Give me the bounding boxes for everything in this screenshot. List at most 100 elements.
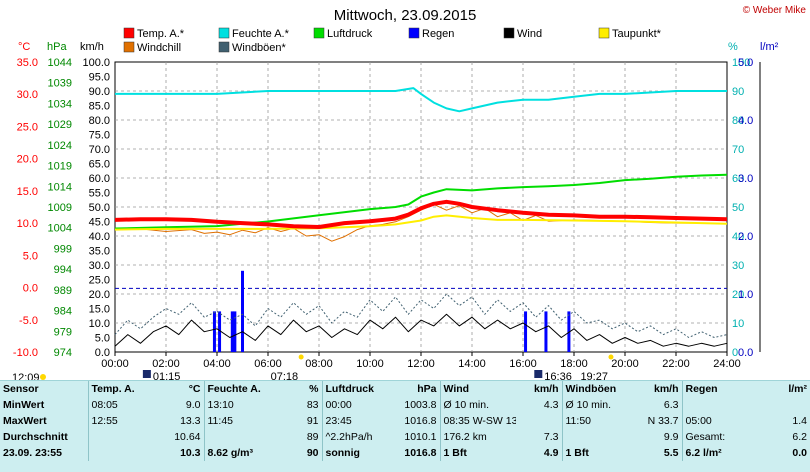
stats-cell: km/h	[653, 383, 679, 395]
stats-cell: 11:45	[203, 413, 270, 429]
legend-swatch	[218, 41, 230, 53]
stats-cell: Feuchte A.	[203, 381, 270, 397]
stats-cell: Luftdruck	[321, 381, 384, 397]
stats-cell: 1003.8	[404, 399, 437, 411]
temp-tick-label: 20.0	[17, 154, 38, 166]
stats-cell: 90	[306, 447, 319, 459]
x-tick-label: 00:00	[101, 358, 129, 370]
moonset-time: 16:36	[544, 371, 572, 380]
rain-tick-label: 4.0	[738, 115, 753, 127]
legend-label: Windböen*	[232, 42, 287, 54]
stats-cell: 6.2	[792, 431, 807, 443]
stats-cell: Ø 10 min.	[439, 397, 516, 413]
hum-tick-label: 60	[732, 173, 744, 185]
temp-tick-label: 10.0	[17, 218, 38, 230]
stats-cell: 4.9	[543, 447, 559, 459]
hum-tick-label: 100	[732, 57, 750, 69]
wind-tick-label: 40.0	[89, 231, 110, 243]
rain-tick-label: 2.0	[738, 231, 753, 243]
wind-tick-label: 75.0	[89, 130, 110, 142]
press-tick-label: 994	[54, 264, 72, 276]
stats-cell	[681, 397, 758, 413]
sunset-time: 19:27	[580, 371, 608, 380]
stats-cell: 08:05	[87, 397, 148, 413]
press-tick-label: 1024	[48, 140, 72, 152]
temp-tick-label: 30.0	[17, 89, 38, 101]
temp-tick-label: 35.0	[17, 57, 38, 69]
stats-cell: 9.0	[185, 399, 201, 411]
stats-cell: 13.3	[180, 415, 201, 427]
stats-cell: 00:00	[321, 397, 384, 413]
rain-tick-label: 0.0	[738, 347, 753, 359]
press-tick-label: 974	[54, 347, 72, 359]
stats-cell: %	[309, 383, 319, 395]
hum-tick-label: 70	[732, 144, 744, 156]
stats-cell: 176.2 km	[439, 429, 516, 445]
temp-tick-label: -10.0	[13, 347, 38, 359]
stats-cell	[203, 429, 270, 445]
wind-tick-label: 70.0	[89, 144, 110, 156]
wind-tick-label: 30.0	[89, 260, 110, 272]
sunrise-icon	[298, 354, 304, 360]
chart-title: Mittwoch, 23.09.2015	[334, 7, 477, 24]
legend-label: Temp. A.*	[137, 28, 185, 40]
series-line-temp-a	[114, 199, 728, 229]
stats-cell: Durchschnitt	[3, 431, 68, 443]
stats-cell: Regen	[681, 381, 758, 397]
rain-bar	[524, 311, 528, 352]
hum-tick-label: 10	[732, 318, 744, 330]
wind-tick-label: 65.0	[89, 159, 110, 171]
legend-swatch	[313, 27, 325, 39]
stats-cell: °C	[188, 383, 201, 395]
stats-cell: 91	[306, 415, 319, 427]
legend-swatch	[503, 27, 515, 39]
stats-cell: N 33.7	[647, 415, 679, 427]
stats-cell: 23:45	[321, 413, 384, 429]
legend-label: Feuchte A.*	[232, 28, 290, 40]
stats-cell: ^2.2hPa/h	[321, 429, 384, 445]
stats-cell: 8.62 g/m³	[203, 445, 270, 461]
hum-tick-label: 90	[732, 86, 744, 98]
wind-tick-label: 10.0	[89, 318, 110, 330]
stats-cell: 83	[306, 399, 319, 411]
press-tick-label: 984	[54, 306, 72, 318]
x-tick-label: 20:00	[611, 358, 639, 370]
wind-tick-label: 5.0	[95, 333, 110, 345]
rain-bar	[218, 311, 222, 352]
temp-tick-label: 0.0	[23, 283, 38, 295]
x-tick-label: 14:00	[458, 358, 486, 370]
press-axis-ticks: 1044 1039 1034 1029 1024 1019 1014 1009 1004 999 9…	[48, 57, 72, 359]
stats-row: Durchschnitt 10.64 89 ^2.2hPa/h 1010.1 176.2 …	[0, 429, 810, 445]
legend-swatch	[598, 27, 610, 39]
stats-cell: 6.3	[663, 399, 679, 411]
stats-cell	[87, 429, 148, 445]
stats-cell: 1 Bft	[439, 445, 516, 461]
legend-label: Wind	[517, 28, 542, 40]
x-tick-label: 10:00	[356, 358, 384, 370]
series-line-wind	[114, 313, 728, 347]
stats-cell: MinWert	[3, 399, 45, 411]
chart-series	[114, 87, 728, 347]
x-tick-label: 04:00	[203, 358, 231, 370]
stats-cell: 1016.8	[404, 415, 437, 427]
x-tick-label: 06:00	[254, 358, 282, 370]
rain-tick-label: 1.0	[738, 289, 753, 301]
x-tick-label: 16:00	[509, 358, 537, 370]
wind-tick-label: 90.0	[89, 86, 110, 98]
x-axis-ticks: 00:00 02:00 04:00 06:00 08:00 10:00 12:00 14:00…	[101, 352, 741, 370]
press-tick-label: 1034	[48, 98, 72, 110]
stats-cell: 6.2 l/m²	[681, 445, 758, 461]
stats-cell: Temp. A.	[87, 381, 148, 397]
chart-legend: Temp. A.* Feuchte A.* Luftdruck Regen Wind Ta…	[123, 27, 662, 54]
series-line-luftdruck	[114, 173, 728, 230]
legend-label: Taupunkt*	[612, 28, 662, 40]
x-tick-label: 08:00	[305, 358, 333, 370]
moonset-icon	[534, 370, 543, 378]
rain-axis-ticks: 5.0 4.0 3.0 2.0 1.0 0.0	[738, 57, 753, 359]
legend-swatch	[123, 41, 135, 53]
stats-cell	[87, 445, 148, 461]
wind-tick-label: 55.0	[89, 188, 110, 200]
stats-cell	[561, 429, 630, 445]
x-tick-label: 22:00	[662, 358, 690, 370]
stats-cell: 7.3	[543, 431, 559, 443]
